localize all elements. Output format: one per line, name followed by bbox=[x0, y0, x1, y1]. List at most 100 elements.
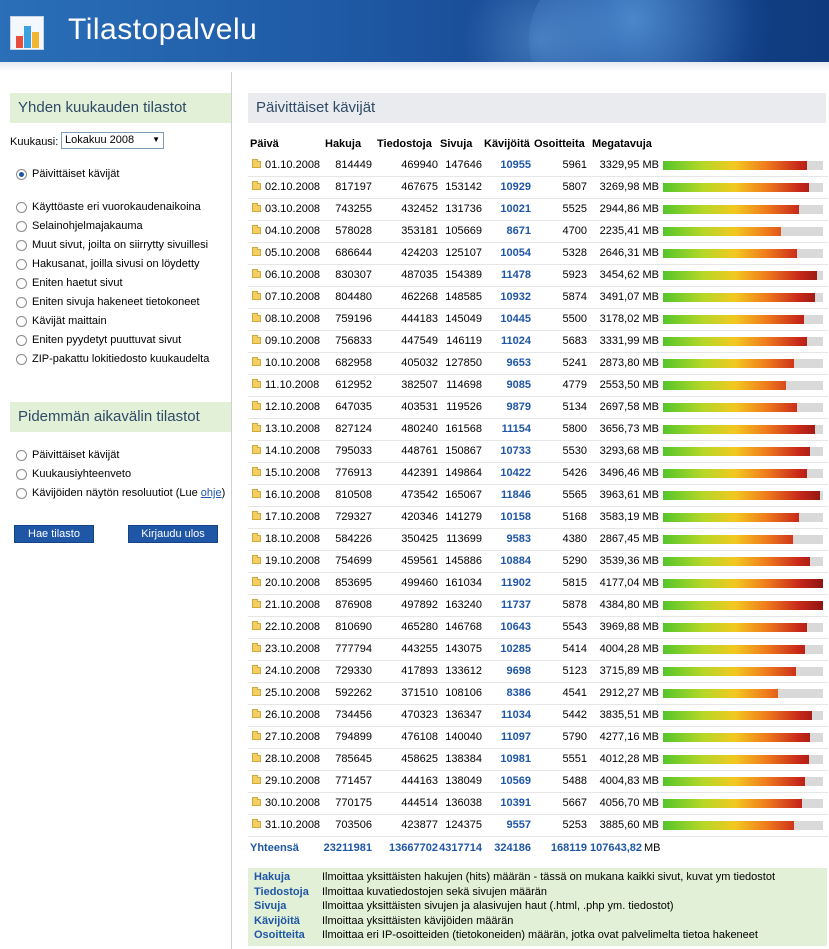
radio-button[interactable] bbox=[16, 334, 27, 346]
radio-button[interactable] bbox=[16, 487, 27, 499]
table-row: 26.10.2008 734456 470323 136347 11034 5442 383… bbox=[248, 705, 828, 727]
radio-button[interactable] bbox=[16, 220, 27, 232]
files-cell: 467675 bbox=[401, 181, 438, 193]
visitors-cell[interactable]: 9879 bbox=[506, 401, 531, 413]
visitors-cell[interactable]: 11478 bbox=[501, 269, 531, 281]
monthly-option-1[interactable]: Päivittäiset kävijät bbox=[16, 166, 119, 182]
visitors-cell[interactable]: 8671 bbox=[506, 225, 531, 237]
column-header-pages: Sivuja bbox=[440, 138, 473, 150]
addresses-cell: 5134 bbox=[562, 401, 587, 413]
monthly-option-7[interactable]: Eniten sivuja hakeneet tietokoneet bbox=[16, 294, 200, 310]
day-cell: 14.10.2008 bbox=[265, 445, 321, 457]
traffic-bar-fill bbox=[663, 337, 807, 346]
long-option-monthly-summary[interactable]: Kuukausiyhteenveto bbox=[16, 466, 131, 482]
legend-term: Osoitteita bbox=[254, 929, 305, 941]
visitors-cell[interactable]: 11024 bbox=[501, 335, 531, 347]
pages-cell: 119526 bbox=[446, 401, 482, 413]
traffic-bar-fill bbox=[663, 755, 809, 764]
table-row: 12.10.2008 647035 403531 119526 9879 5134 2697… bbox=[248, 397, 828, 419]
radio-button[interactable] bbox=[16, 449, 27, 461]
day-cell: 12.10.2008 bbox=[265, 401, 321, 413]
radio-button[interactable] bbox=[16, 468, 27, 480]
visitors-cell[interactable]: 10054 bbox=[500, 247, 531, 259]
monthly-option-6[interactable]: Eniten haetut sivut bbox=[16, 275, 123, 291]
visitors-cell[interactable]: 10955 bbox=[500, 159, 531, 171]
long-option-screen-resolutions[interactable]: Kävijöiden näytön resoluutiot (Lue ohje) bbox=[16, 485, 225, 501]
radio-button[interactable] bbox=[16, 201, 27, 213]
visitors-cell[interactable]: 10285 bbox=[500, 643, 531, 655]
table-row: 04.10.2008 578028 353181 105669 8671 4700 2235… bbox=[248, 221, 828, 243]
traffic-bar bbox=[663, 403, 823, 412]
folder-icon bbox=[252, 775, 261, 784]
traffic-bar-fill bbox=[663, 777, 806, 786]
pages-cell: 131736 bbox=[445, 203, 482, 215]
pages-cell: 149864 bbox=[445, 467, 482, 479]
monthly-option-9[interactable]: Eniten pyydetyt puuttuvat sivut bbox=[16, 332, 181, 348]
visitors-cell[interactable]: 9583 bbox=[506, 533, 531, 545]
visitors-cell[interactable]: 10884 bbox=[500, 555, 531, 567]
pages-cell: 124375 bbox=[445, 819, 482, 831]
logout-button[interactable]: Kirjaudu ulos bbox=[128, 525, 218, 543]
table-row: 19.10.2008 754699 459561 145886 10884 5290 353… bbox=[248, 551, 828, 573]
radio-button[interactable] bbox=[16, 296, 27, 308]
monthly-option-8[interactable]: Kävijät maittain bbox=[16, 313, 107, 329]
visitors-cell[interactable]: 10021 bbox=[500, 203, 531, 215]
addresses-cell: 5807 bbox=[562, 181, 587, 193]
addresses-cell: 5253 bbox=[562, 819, 587, 831]
visitors-cell[interactable]: 10643 bbox=[500, 621, 531, 633]
option-label: Päivittäiset kävijät bbox=[32, 449, 120, 461]
traffic-bar-fill bbox=[663, 403, 798, 412]
visitors-cell[interactable]: 9085 bbox=[506, 379, 531, 391]
visitors-cell[interactable]: 10929 bbox=[500, 181, 531, 193]
visitors-cell[interactable]: 9698 bbox=[506, 665, 531, 677]
radio-button[interactable] bbox=[16, 353, 27, 365]
monthly-option-3[interactable]: Selainohjelmajakauma bbox=[16, 218, 143, 234]
megabytes-cell: 3293,68 MB bbox=[599, 445, 659, 457]
visitors-cell[interactable]: 11097 bbox=[501, 731, 531, 743]
folder-icon bbox=[252, 225, 261, 234]
day-cell: 04.10.2008 bbox=[265, 225, 321, 237]
monthly-option-5[interactable]: Hakusanat, joilla sivusi on löydetty bbox=[16, 256, 200, 272]
monthly-option-2[interactable]: Käyttöaste eri vuorokaudenaikoina bbox=[16, 199, 201, 215]
radio-button[interactable] bbox=[16, 277, 27, 289]
visitors-cell[interactable]: 10422 bbox=[500, 467, 531, 479]
totals-row: Yhteensä 23211981 13667702 4317714 32418… bbox=[248, 838, 828, 858]
radio-button[interactable] bbox=[16, 315, 27, 327]
pages-cell: 133612 bbox=[445, 665, 482, 677]
visitors-cell[interactable]: 10569 bbox=[500, 775, 531, 787]
table-row: 27.10.2008 794899 476108 140040 11097 5790 427… bbox=[248, 727, 828, 749]
visitors-cell[interactable]: 10733 bbox=[500, 445, 531, 457]
visitors-cell[interactable]: 10158 bbox=[500, 511, 531, 523]
pages-cell: 140040 bbox=[445, 731, 482, 743]
table-row: 11.10.2008 612952 382507 114698 9085 4779 2553… bbox=[248, 375, 828, 397]
monthly-option-4[interactable]: Muut sivut, joilta on siirrytty sivuille… bbox=[16, 237, 208, 253]
help-link[interactable]: ohje bbox=[200, 487, 222, 499]
visitors-cell[interactable]: 11902 bbox=[501, 577, 531, 589]
files-cell: 499460 bbox=[401, 577, 438, 589]
visitors-cell[interactable]: 10445 bbox=[500, 313, 531, 325]
long-option-daily-visitors[interactable]: Päivittäiset kävijät bbox=[16, 447, 119, 463]
megabytes-cell: 3969,88 MB bbox=[599, 621, 659, 633]
visitors-cell[interactable]: 10981 bbox=[500, 753, 531, 765]
visitors-cell[interactable]: 10932 bbox=[500, 291, 531, 303]
fetch-stats-button[interactable]: Hae tilasto bbox=[14, 525, 94, 543]
visitors-cell[interactable]: 11846 bbox=[501, 489, 531, 501]
monthly-option-10[interactable]: ZIP-pakattu lokitiedosto kuukaudelta bbox=[16, 351, 209, 367]
column-header-addresses: Osoitteita bbox=[534, 138, 585, 150]
visitors-cell[interactable]: 8386 bbox=[506, 687, 531, 699]
totals-megabytes: 107643,82 bbox=[590, 842, 642, 854]
visitors-cell[interactable]: 10391 bbox=[500, 797, 531, 809]
radio-button[interactable] bbox=[16, 258, 27, 270]
radio-button[interactable] bbox=[16, 239, 27, 251]
radio-button[interactable] bbox=[16, 168, 27, 180]
visitors-cell[interactable]: 11034 bbox=[501, 709, 531, 721]
traffic-bar bbox=[663, 733, 823, 742]
visitors-cell[interactable]: 9653 bbox=[506, 357, 531, 369]
visitors-cell[interactable]: 11154 bbox=[501, 423, 531, 435]
visitors-cell[interactable]: 9557 bbox=[506, 819, 531, 831]
traffic-bar-fill bbox=[663, 447, 811, 456]
traffic-bar bbox=[663, 183, 823, 192]
month-select[interactable]: Lokakuu 2008 ▼ bbox=[61, 132, 164, 149]
visitors-cell[interactable]: 11737 bbox=[501, 599, 531, 611]
traffic-bar bbox=[663, 579, 823, 588]
